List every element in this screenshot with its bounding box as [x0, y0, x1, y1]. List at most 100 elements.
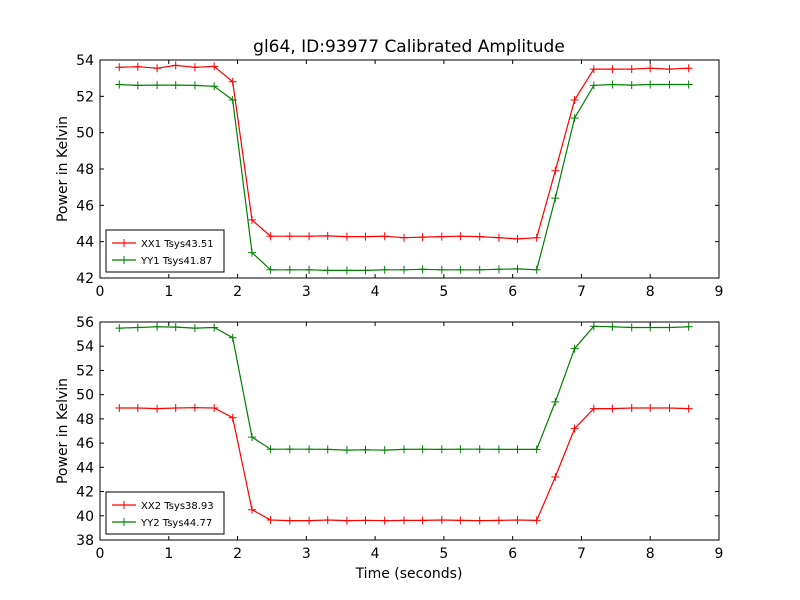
y-tick-label: 42 — [76, 485, 94, 501]
data-point — [684, 322, 693, 331]
data-point — [400, 516, 408, 525]
data-point — [342, 266, 351, 275]
y-axis-label: Power in Kelvin — [55, 378, 71, 484]
data-point — [228, 333, 237, 342]
x-tick-label: 8 — [646, 284, 655, 300]
data-point — [513, 234, 522, 243]
data-point — [153, 64, 162, 73]
data-point — [532, 516, 541, 525]
data-point — [380, 265, 389, 274]
x-tick-label: 1 — [164, 546, 173, 562]
legend-marker — [120, 256, 128, 264]
y-tick-label: 50 — [76, 126, 94, 142]
x-tick-label: 5 — [439, 284, 448, 300]
data-point — [210, 62, 219, 71]
data-point — [418, 516, 427, 525]
data-point — [266, 232, 275, 241]
data-point — [266, 445, 275, 454]
data-point — [551, 166, 560, 175]
data-point — [437, 516, 446, 524]
data-point — [532, 265, 541, 274]
data-point — [400, 445, 408, 454]
data-point — [361, 266, 370, 275]
data-point — [589, 65, 598, 74]
data-point — [532, 445, 541, 454]
data-point — [248, 215, 256, 224]
data-point — [589, 404, 598, 413]
data-point — [418, 265, 427, 274]
data-point — [684, 404, 693, 413]
x-tick-label: 2 — [233, 284, 242, 300]
data-point — [665, 404, 674, 412]
data-point — [380, 446, 389, 455]
data-point — [456, 265, 465, 274]
y-tick-label: 46 — [76, 198, 94, 214]
data-point — [400, 233, 408, 242]
x-tick-label: 6 — [508, 546, 517, 562]
data-point — [361, 445, 370, 454]
data-point — [475, 445, 484, 454]
data-point — [285, 516, 294, 525]
data-point — [589, 322, 598, 331]
data-point — [323, 516, 332, 524]
data-point — [342, 446, 351, 455]
data-point — [115, 63, 124, 72]
data-point — [456, 516, 465, 525]
data-point — [190, 324, 199, 333]
data-point — [627, 404, 636, 412]
data-point — [589, 81, 598, 90]
data-point — [133, 323, 142, 332]
y-tick-label: 48 — [76, 412, 94, 428]
data-point — [437, 232, 446, 241]
data-point — [210, 404, 219, 412]
x-tick-label: 4 — [371, 284, 380, 300]
x-tick-label: 5 — [439, 546, 448, 562]
data-point — [513, 516, 522, 524]
y-tick-label: 40 — [76, 509, 94, 525]
data-point — [665, 80, 674, 89]
x-axis-label: Time (seconds) — [355, 566, 463, 582]
data-point — [551, 194, 560, 203]
data-point — [115, 324, 124, 333]
data-point — [380, 516, 389, 525]
data-point — [456, 445, 465, 454]
y-tick-label: 54 — [76, 339, 94, 355]
data-point — [171, 81, 180, 90]
legend-label: XX1 Tsys43.51 — [141, 239, 214, 250]
y-tick-label: 46 — [76, 436, 94, 452]
data-point — [665, 65, 674, 74]
data-point — [305, 445, 314, 454]
x-tick-label: 3 — [302, 546, 311, 562]
x-tick-label: 9 — [715, 284, 724, 300]
data-point — [115, 404, 124, 412]
data-point — [228, 96, 237, 104]
data-point — [153, 322, 162, 331]
data-point — [513, 264, 522, 273]
y-tick-label: 48 — [76, 162, 94, 178]
data-point — [171, 61, 180, 70]
y-tick-label: 56 — [76, 315, 94, 331]
data-point — [532, 233, 541, 242]
data-point — [210, 323, 219, 332]
data-point — [494, 445, 503, 454]
data-point — [133, 81, 142, 90]
data-point — [153, 404, 162, 413]
data-point — [494, 233, 503, 242]
y-tick-label: 52 — [76, 89, 94, 105]
x-tick-label: 8 — [646, 546, 655, 562]
x-tick-label: 1 — [164, 284, 173, 300]
x-tick-label: 3 — [302, 284, 311, 300]
plot-frame — [99, 321, 720, 541]
data-point — [684, 64, 693, 73]
legend-label: YY1 Tsys41.87 — [140, 256, 212, 267]
legend-box — [105, 491, 225, 535]
data-point — [627, 81, 636, 90]
data-point — [437, 265, 446, 274]
legend-box — [105, 229, 225, 273]
data-point — [171, 323, 180, 332]
data-point — [646, 64, 655, 73]
x-tick-label: 9 — [715, 546, 724, 562]
data-point — [608, 80, 617, 89]
